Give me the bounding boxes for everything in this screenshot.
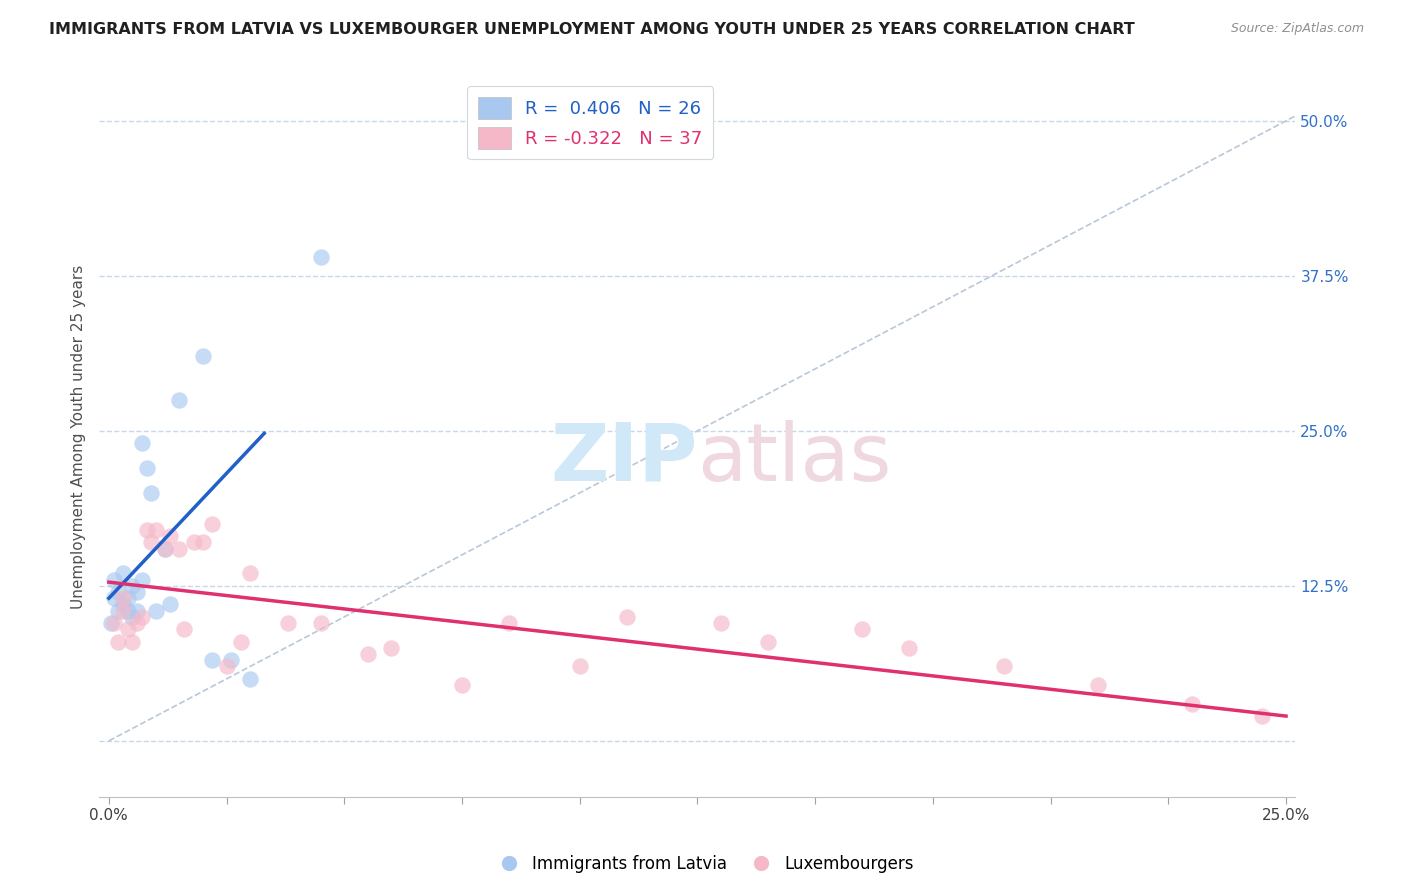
Point [219, 653, 242, 667]
Point [215, 659, 238, 673]
Point [111, 598, 134, 612]
Point [1087, 678, 1109, 692]
Point [107, 585, 129, 599]
Point [141, 535, 163, 549]
Point [309, 616, 332, 631]
Point [127, 604, 149, 618]
Text: ZIP: ZIP [550, 419, 697, 498]
Point [145, 523, 167, 537]
Point [710, 616, 733, 631]
Point [131, 436, 153, 450]
Point [100, 616, 122, 631]
Point [121, 610, 143, 624]
Point [103, 616, 125, 631]
Point [277, 616, 299, 631]
Text: Source: ZipAtlas.com: Source: ZipAtlas.com [1230, 22, 1364, 36]
Point [103, 573, 125, 587]
Point [127, 585, 149, 599]
Point [121, 579, 143, 593]
Y-axis label: Unemployment Among Youth under 25 years: Unemployment Among Youth under 25 years [72, 265, 86, 609]
Point [201, 653, 224, 667]
Legend: R =  0.406   N = 26, R = -0.322   N = 37: R = 0.406 N = 26, R = -0.322 N = 37 [467, 87, 713, 160]
Point [498, 616, 520, 631]
Point [141, 486, 163, 500]
Point [121, 634, 143, 648]
Point [380, 640, 402, 655]
Point [357, 647, 380, 661]
Point [201, 516, 224, 531]
Point [173, 622, 195, 636]
Text: atlas: atlas [697, 419, 891, 498]
Point [169, 392, 191, 407]
Point [155, 541, 177, 556]
Point [135, 523, 157, 537]
Point [229, 634, 252, 648]
Point [451, 678, 474, 692]
Point [1251, 709, 1274, 723]
Legend: Immigrants from Latvia, Luxembourgers: Immigrants from Latvia, Luxembourgers [485, 848, 921, 880]
Text: IMMIGRANTS FROM LATVIA VS LUXEMBOURGER UNEMPLOYMENT AMONG YOUTH UNDER 25 YEARS C: IMMIGRANTS FROM LATVIA VS LUXEMBOURGER U… [49, 22, 1135, 37]
Point [1181, 697, 1204, 711]
Point [309, 250, 332, 264]
Point [135, 461, 157, 475]
Point [103, 591, 125, 606]
Point [107, 604, 129, 618]
Point [117, 622, 139, 636]
Point [117, 591, 139, 606]
Point [159, 529, 181, 543]
Point [111, 604, 134, 618]
Point [111, 591, 134, 606]
Point [131, 610, 153, 624]
Point [127, 616, 149, 631]
Point [159, 598, 181, 612]
Point [191, 535, 214, 549]
Point [107, 634, 129, 648]
Point [756, 634, 779, 648]
Point [191, 350, 214, 364]
Point [993, 659, 1015, 673]
Point [183, 535, 205, 549]
Point [145, 604, 167, 618]
Point [155, 541, 177, 556]
Point [111, 566, 134, 581]
Point [898, 640, 921, 655]
Point [851, 622, 873, 636]
Point [616, 610, 638, 624]
Point [568, 659, 591, 673]
Point [169, 541, 191, 556]
Point [239, 566, 262, 581]
Point [131, 573, 153, 587]
Point [117, 604, 139, 618]
Point [239, 672, 262, 686]
